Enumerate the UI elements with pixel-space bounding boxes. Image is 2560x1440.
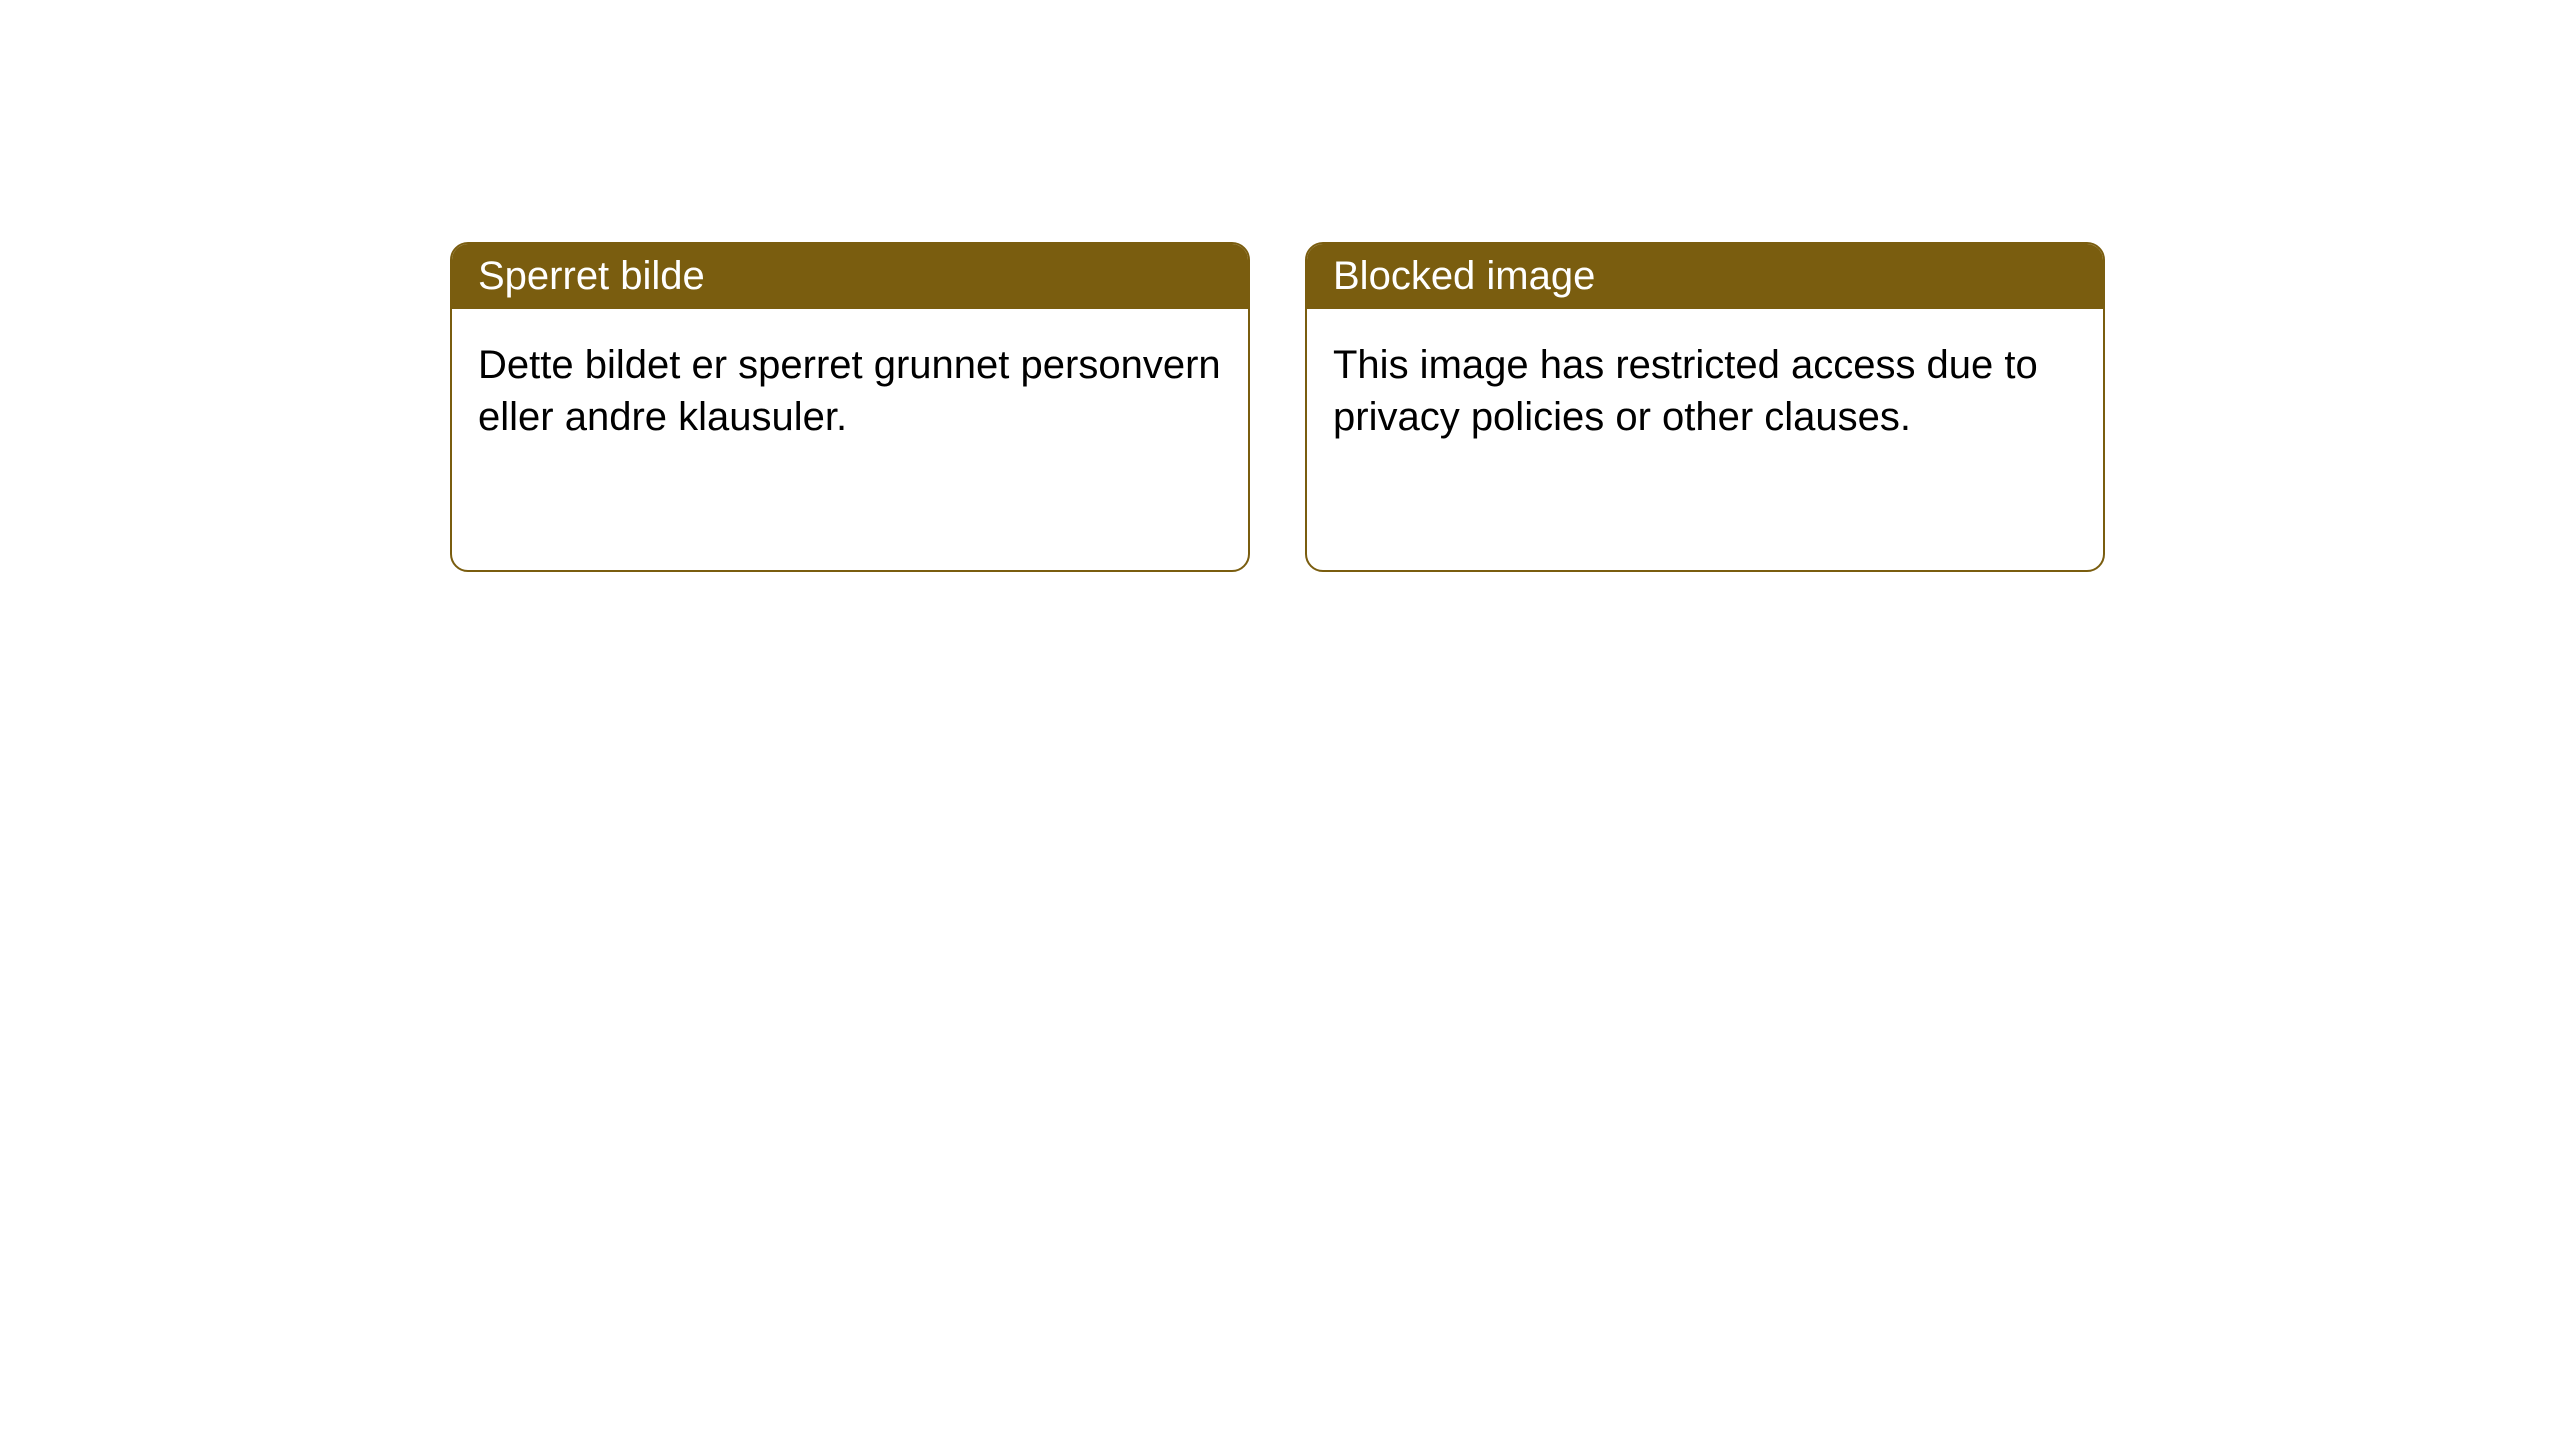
card-message: This image has restricted access due to … <box>1333 343 2038 439</box>
card-body: This image has restricted access due to … <box>1307 309 2103 473</box>
card-message: Dette bildet er sperret grunnet personve… <box>478 343 1221 439</box>
notice-card-english: Blocked image This image has restricted … <box>1305 242 2105 572</box>
notice-cards-container: Sperret bilde Dette bildet er sperret gr… <box>450 242 2105 572</box>
card-header: Blocked image <box>1307 244 2103 309</box>
notice-card-norwegian: Sperret bilde Dette bildet er sperret gr… <box>450 242 1250 572</box>
card-title: Sperret bilde <box>478 254 705 298</box>
card-body: Dette bildet er sperret grunnet personve… <box>452 309 1248 473</box>
card-title: Blocked image <box>1333 254 1595 298</box>
card-header: Sperret bilde <box>452 244 1248 309</box>
